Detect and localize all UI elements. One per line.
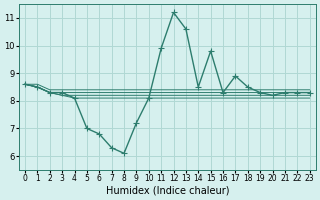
X-axis label: Humidex (Indice chaleur): Humidex (Indice chaleur): [106, 186, 229, 196]
